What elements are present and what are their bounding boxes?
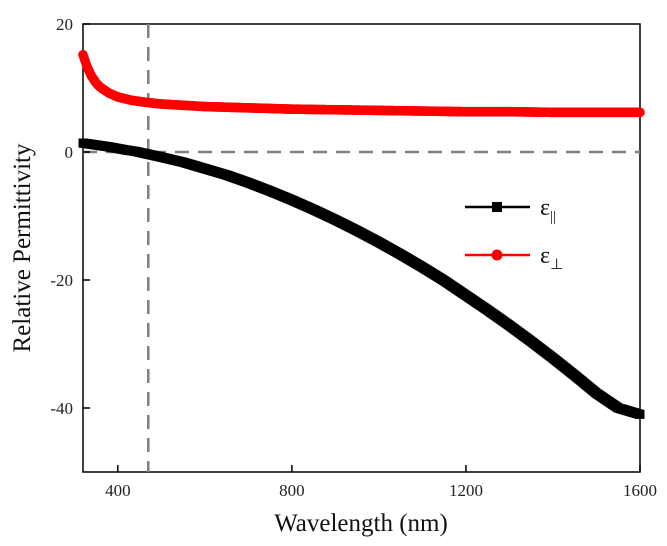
legend-marker-square <box>492 202 502 212</box>
legend-item-perpendicular: ε⊥ <box>465 243 563 273</box>
legend-label-perpendicular: ε⊥ <box>540 243 563 273</box>
legend-marker-circle <box>491 249 503 261</box>
plot-frame <box>82 23 641 473</box>
y-axis-ticks: 20 0 -20 -40 <box>50 15 90 418</box>
legend: ε|| ε⊥ <box>465 195 563 273</box>
series-parallel <box>78 138 645 419</box>
x-tick-label: 800 <box>279 481 305 500</box>
y-tick-label: 0 <box>65 143 74 162</box>
x-tick-label: 1600 <box>623 481 657 500</box>
x-axis-ticks: 400 800 1200 1600 <box>105 465 657 500</box>
y-tick-label: 20 <box>56 15 73 34</box>
y-tick-label: -40 <box>50 399 73 418</box>
x-tick-label: 1200 <box>449 481 483 500</box>
x-axis-title: Wavelength (nm) <box>274 510 448 537</box>
y-axis-title: Relative Permittivity <box>9 143 36 352</box>
legend-label-parallel: ε|| <box>540 195 556 225</box>
y-tick-label: -20 <box>50 271 73 290</box>
reference-lines <box>83 24 640 472</box>
x-tick-label: 400 <box>105 481 131 500</box>
data-point <box>635 107 645 118</box>
series-layer <box>78 49 645 419</box>
data-point <box>635 409 645 419</box>
legend-item-parallel: ε|| <box>465 195 556 225</box>
series-perpendicular <box>78 49 645 118</box>
